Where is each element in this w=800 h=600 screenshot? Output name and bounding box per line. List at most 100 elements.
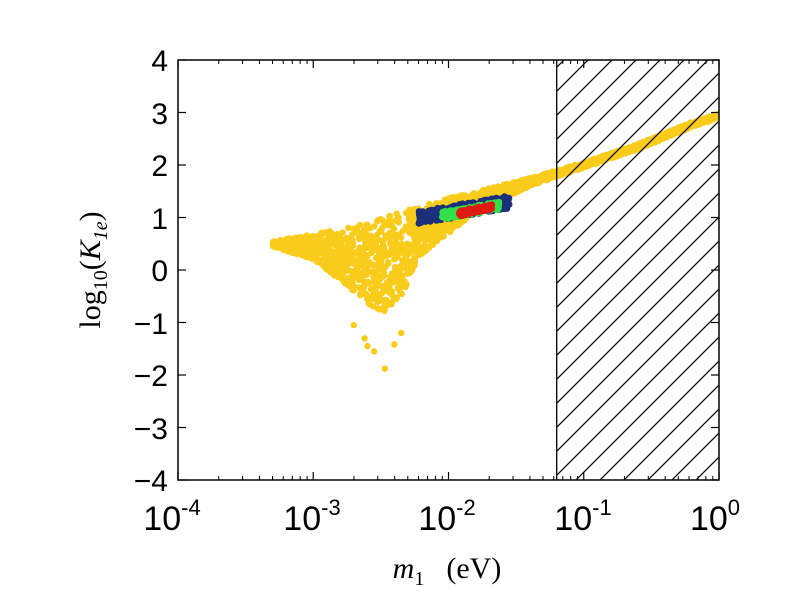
y-tick-label: −2 — [134, 360, 168, 393]
data-point — [429, 240, 436, 247]
y-axis-function: log — [74, 290, 107, 328]
x-tick-label: 100 — [690, 495, 740, 538]
data-point — [421, 246, 428, 254]
data-point — [394, 216, 401, 223]
x-tick-exponent: 0 — [728, 495, 740, 520]
data-point — [298, 234, 306, 241]
data-point — [486, 202, 494, 210]
data-point — [349, 254, 356, 261]
y-tick-label: 4 — [151, 45, 168, 78]
data-point — [477, 189, 484, 196]
x-tick-label: 10-4 — [143, 495, 200, 538]
x-tick-base: 10 — [283, 500, 321, 538]
data-point — [400, 258, 407, 265]
data-point — [339, 229, 346, 236]
data-point — [381, 219, 388, 226]
data-point — [357, 292, 364, 299]
y-tick-label: −3 — [134, 413, 168, 446]
data-point — [528, 175, 535, 183]
data-point — [429, 231, 436, 238]
data-point — [452, 193, 460, 201]
data-point — [354, 265, 361, 272]
data-point — [413, 242, 420, 250]
x-axis-label: m1 (eV) — [393, 552, 502, 590]
x-tick-exponent: -2 — [456, 495, 476, 520]
data-point — [310, 250, 317, 258]
data-point — [358, 256, 365, 264]
data-point — [390, 279, 397, 286]
data-point-outlier — [361, 335, 368, 342]
y-tick-label: 1 — [151, 203, 168, 236]
x-tick-label: 10-1 — [554, 495, 611, 538]
y-tick-label: 0 — [151, 255, 168, 288]
data-point — [421, 229, 428, 236]
data-point — [369, 261, 377, 268]
data-point — [360, 263, 367, 270]
data-point — [382, 263, 390, 270]
data-point — [440, 208, 447, 216]
data-point — [374, 305, 381, 312]
data-point-outlier — [398, 329, 405, 337]
data-point — [391, 256, 398, 263]
data-point — [376, 245, 383, 252]
data-point — [337, 257, 345, 264]
data-point — [437, 233, 444, 241]
data-point-outlier — [350, 321, 357, 329]
data-point — [325, 241, 332, 249]
data-point — [318, 231, 325, 238]
y-tick-label: −1 — [134, 308, 168, 341]
data-point — [465, 205, 473, 213]
data-point — [501, 205, 509, 213]
data-point — [368, 294, 376, 301]
y-axis-function-subscript: 10 — [90, 270, 112, 290]
data-point — [518, 177, 525, 185]
data-point — [410, 214, 418, 221]
axis-ticks — [177, 59, 720, 481]
x-tick-labels: 10-4 10-3 10 -2 10-1 100 — [143, 495, 740, 538]
data-point — [373, 283, 380, 290]
y-axis-open-paren: ( — [74, 260, 107, 270]
data-point — [280, 244, 287, 251]
data-point — [398, 290, 405, 298]
data-point — [367, 285, 375, 293]
data-point — [515, 186, 522, 193]
data-point — [381, 307, 388, 314]
data-point — [427, 213, 434, 220]
data-point — [404, 264, 411, 272]
data-point — [462, 192, 469, 199]
data-point — [304, 241, 312, 248]
data-point — [384, 250, 391, 258]
data-point — [359, 244, 367, 251]
y-axis-variable-subscript: 1e — [90, 221, 112, 240]
x-axis-variable-subscript: 1 — [414, 568, 424, 590]
data-point — [318, 246, 325, 253]
data-point — [397, 249, 404, 256]
data-point — [431, 207, 439, 215]
data-point — [350, 225, 357, 232]
data-point — [373, 290, 381, 297]
y-axis-close-paren: ) — [74, 211, 107, 221]
data-point — [389, 291, 396, 299]
data-point — [375, 262, 382, 269]
data-point — [548, 173, 555, 181]
data-point — [362, 290, 370, 298]
data-point — [269, 238, 277, 246]
data-point — [386, 234, 394, 241]
data-point — [376, 228, 383, 235]
data-point — [379, 282, 386, 290]
data-point — [347, 267, 355, 275]
data-point — [364, 237, 371, 244]
data-point — [389, 242, 396, 249]
data-point — [436, 223, 443, 230]
data-point — [403, 270, 411, 277]
data-point — [323, 253, 331, 260]
data-point — [413, 227, 421, 234]
data-point — [504, 197, 511, 205]
data-point — [440, 213, 447, 220]
data-point — [374, 217, 381, 224]
x-tick-exponent: -4 — [181, 495, 201, 520]
excluded-region-hatch — [556, 60, 719, 480]
x-tick-exponent: -3 — [321, 495, 341, 520]
x-tick-label: 10-3 — [283, 495, 340, 538]
data-point — [290, 246, 297, 253]
